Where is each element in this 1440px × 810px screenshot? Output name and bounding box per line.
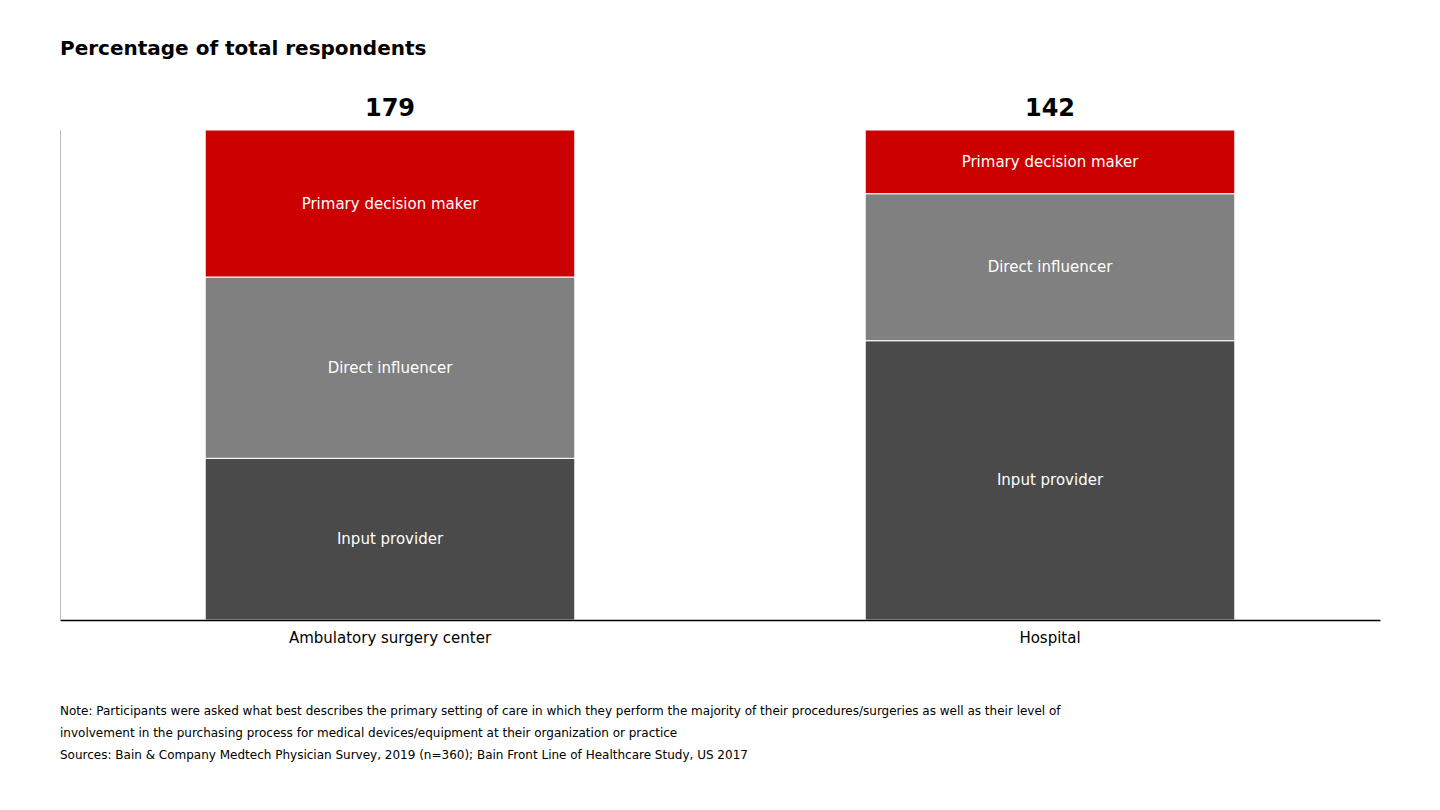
bar-segment	[205, 277, 575, 458]
bar-segment	[205, 458, 575, 620]
segment-label: Primary decision maker	[962, 153, 1140, 171]
note: involvement in the purchasing process fo…	[60, 726, 677, 740]
notes: Note: Participants were asked what best …	[60, 704, 1061, 762]
bar-segment	[865, 130, 1235, 194]
title: Percentage of total respondents	[60, 36, 426, 60]
x-axis: Ambulatory surgery center Hospital	[61, 620, 1381, 647]
x-tick: Ambulatory surgery center	[289, 620, 492, 647]
bar-segment	[865, 341, 1235, 620]
note: Note: Participants were asked what best …	[60, 704, 1061, 718]
chart: Percentage of total respondents Input pro…	[0, 0, 1440, 810]
annotations: 179 142	[365, 94, 1075, 122]
x-tick: Hospital	[1019, 620, 1080, 647]
x-tick-label: Hospital	[1019, 629, 1080, 647]
note: Sources: Bain & Company Medtech Physicia…	[60, 748, 748, 762]
y-axis	[60, 131, 61, 621]
segment-label: Input provider	[337, 530, 444, 548]
bar-segment	[205, 130, 575, 277]
segment-label: Direct influencer	[328, 359, 454, 377]
segment-labels: Input provider Input provider Direct influ…	[302, 153, 1140, 548]
segment-label: Input provider	[997, 471, 1104, 489]
segment-label: Primary decision maker	[302, 195, 480, 213]
bar-segment	[865, 194, 1235, 341]
x-tick-label: Ambulatory surgery center	[289, 629, 492, 647]
annotation: 179	[365, 94, 415, 122]
annotation: 142	[1025, 94, 1075, 122]
y-axis-line	[60, 131, 61, 621]
bars	[205, 130, 1235, 620]
segment-label: Direct influencer	[988, 258, 1114, 276]
x-axis-line	[61, 620, 1381, 622]
